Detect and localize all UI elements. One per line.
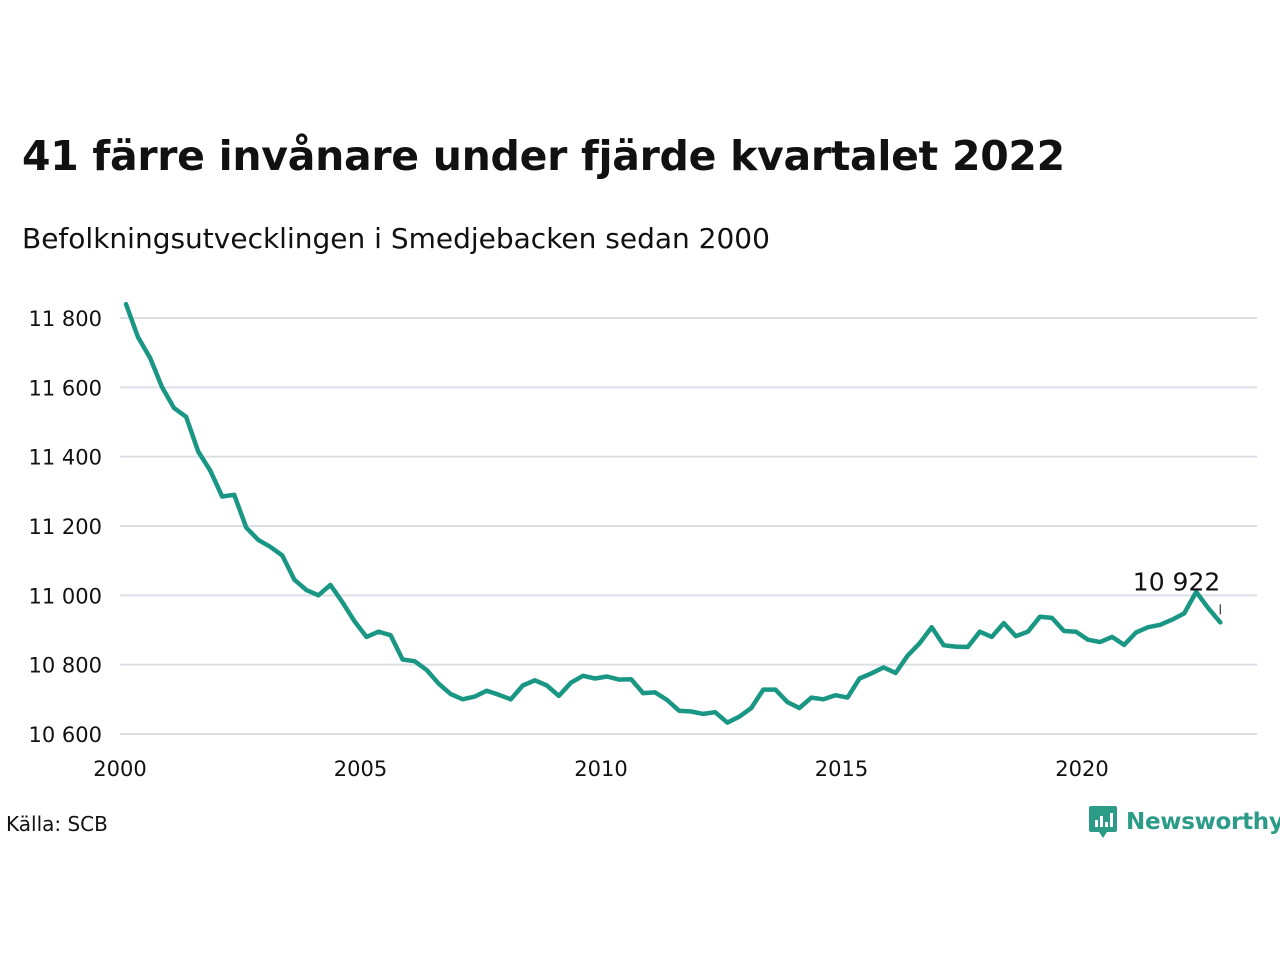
x-tick-label: 2005 bbox=[334, 757, 387, 781]
grid-lines bbox=[120, 317, 1257, 735]
series-line bbox=[123, 301, 1223, 725]
x-tick-label: 2010 bbox=[574, 757, 627, 781]
y-tick-label: 11 000 bbox=[29, 584, 102, 608]
x-tick-label: 2015 bbox=[815, 757, 868, 781]
x-axis-tick-labels: 2000 2005 2010 2015 2020 bbox=[93, 757, 1108, 781]
brand-name: Newsworthy bbox=[1126, 809, 1280, 835]
newsworthy-icon bbox=[1089, 806, 1117, 838]
source-note: Källa: SCB bbox=[6, 812, 108, 836]
y-tick-label: 10 600 bbox=[29, 723, 102, 747]
y-tick-label: 11 400 bbox=[29, 446, 102, 470]
y-tick-label: 11 600 bbox=[29, 376, 102, 400]
y-axis-tick-labels: 10 600 10 800 11 000 11 200 11 400 11 600 11 8… bbox=[29, 307, 102, 747]
annotation-label: 10 922 bbox=[1133, 567, 1220, 596]
y-tick-label: 11 200 bbox=[29, 515, 102, 539]
x-tick-label: 2020 bbox=[1055, 757, 1108, 781]
brand-logo: Newsworthy bbox=[1088, 804, 1280, 840]
series-group bbox=[123, 301, 1223, 725]
y-tick-label: 10 800 bbox=[29, 654, 102, 678]
chart-title: 41 färre invånare under fjärde kvartalet… bbox=[22, 132, 1065, 180]
annotation-group: 10 922 bbox=[1133, 567, 1221, 615]
x-tick-label: 2000 bbox=[93, 757, 146, 781]
chart-subtitle: Befolkningsutvecklingen i Smedjebacken s… bbox=[22, 222, 770, 255]
y-tick-label: 11 800 bbox=[29, 307, 102, 331]
